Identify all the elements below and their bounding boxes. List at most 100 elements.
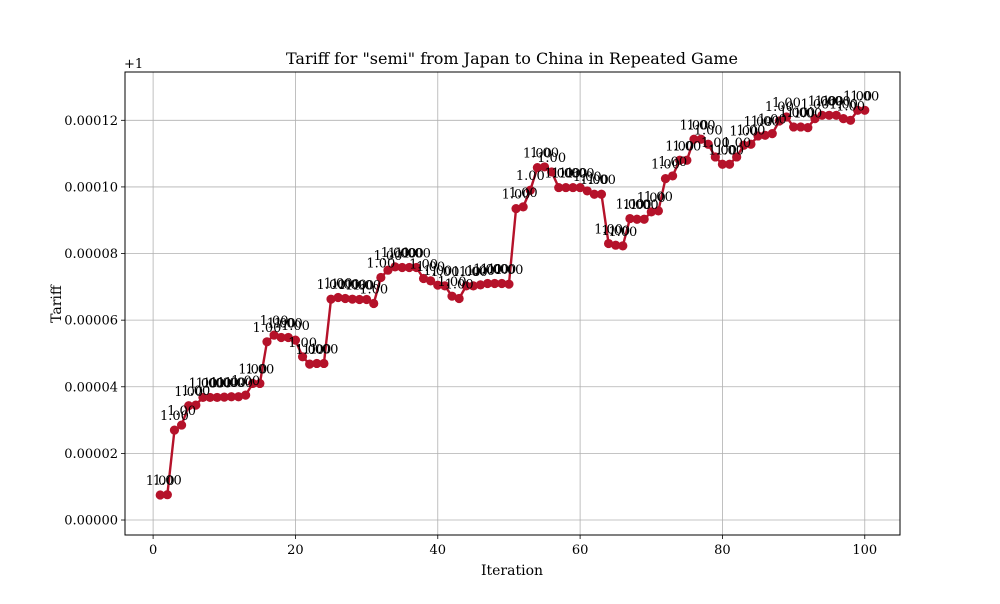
data-point bbox=[447, 291, 457, 301]
data-point bbox=[191, 400, 201, 410]
data-label: 1.00 bbox=[615, 198, 644, 213]
data-point bbox=[184, 401, 194, 411]
data-label: 1.00 bbox=[772, 96, 801, 111]
data-point bbox=[454, 293, 464, 304]
data-label: 1.00 bbox=[516, 169, 545, 184]
data-point bbox=[561, 182, 571, 193]
data-point bbox=[347, 294, 357, 304]
data-label: 1.00 bbox=[722, 136, 751, 151]
point-labels: 1.001.001.001.001.001.001.001.001.001.00… bbox=[146, 89, 879, 489]
data-label: 1.00 bbox=[559, 167, 588, 182]
y-tick-label: 0.00002 bbox=[64, 447, 118, 462]
data-label: 1.00 bbox=[331, 278, 360, 293]
data-point bbox=[333, 292, 343, 303]
data-label: 1.00 bbox=[288, 336, 317, 351]
data-point bbox=[440, 281, 450, 291]
data-label: 1.00 bbox=[459, 265, 488, 280]
data-point bbox=[575, 182, 585, 193]
data-label: 1.00 bbox=[793, 107, 822, 122]
x-tick-label: 80 bbox=[714, 543, 731, 558]
data-label: 1.00 bbox=[765, 100, 794, 115]
x-tick-label: 40 bbox=[430, 543, 447, 558]
data-point bbox=[660, 173, 671, 184]
data-label: 1.00 bbox=[217, 376, 246, 391]
data-point bbox=[632, 214, 642, 224]
data-label: 1.00 bbox=[295, 343, 324, 358]
data-point bbox=[155, 490, 165, 500]
data-point bbox=[853, 105, 863, 115]
y-tick-label: 0.00012 bbox=[64, 114, 118, 129]
data-label: 1.00 bbox=[523, 147, 552, 162]
data-label: 1.00 bbox=[203, 376, 232, 391]
x-tick-label: 100 bbox=[852, 543, 877, 558]
data-point bbox=[724, 159, 735, 169]
data-label: 1.00 bbox=[231, 374, 260, 389]
data-point bbox=[212, 392, 222, 403]
data-label: 1.00 bbox=[822, 94, 851, 109]
data-label: 1.00 bbox=[153, 474, 182, 489]
data-point bbox=[817, 110, 827, 120]
data-point bbox=[760, 130, 770, 140]
data-point bbox=[305, 359, 315, 369]
data-point bbox=[532, 162, 543, 173]
data-label: 1.00 bbox=[651, 158, 680, 173]
data-point bbox=[241, 390, 251, 400]
data-point bbox=[426, 276, 436, 286]
data-label: 1.00 bbox=[502, 188, 531, 203]
data-point bbox=[625, 213, 635, 224]
data-label: 1.00 bbox=[224, 376, 253, 391]
data-point bbox=[539, 162, 550, 172]
data-label: 1.00 bbox=[409, 258, 438, 273]
data-label: 1.00 bbox=[188, 376, 217, 391]
chart-title: Tariff for "semi" from Japan to China in… bbox=[286, 49, 738, 68]
data-point bbox=[732, 152, 742, 162]
axis-ticks: 0 20 40 60 80 100 0.00000 0.00002 0.00004 0.00006… bbox=[64, 114, 877, 558]
data-point bbox=[717, 159, 728, 169]
data-label: 1.00 bbox=[587, 173, 616, 188]
data-point bbox=[362, 294, 372, 305]
data-label: 1.00 bbox=[445, 278, 474, 293]
data-point bbox=[411, 262, 422, 273]
data-point bbox=[646, 207, 656, 217]
data-point bbox=[461, 281, 471, 291]
data-label: 1.00 bbox=[317, 278, 346, 293]
data-label: 1.00 bbox=[267, 316, 296, 331]
data-point bbox=[547, 167, 557, 177]
data-label: 1.00 bbox=[452, 265, 481, 280]
data-point bbox=[233, 392, 244, 402]
data-point bbox=[276, 332, 286, 343]
data-point bbox=[319, 358, 329, 369]
y-tick-label: 0.00006 bbox=[64, 314, 118, 329]
y-tick-label: 0.00010 bbox=[64, 180, 118, 195]
data-point bbox=[404, 262, 414, 273]
data-label: 1.00 bbox=[715, 143, 744, 158]
data-label: 1.00 bbox=[544, 167, 573, 182]
data-point bbox=[781, 112, 792, 122]
data-label: 1.00 bbox=[167, 404, 196, 419]
data-point bbox=[262, 337, 272, 347]
data-label: 1.00 bbox=[174, 385, 203, 400]
data-label: 1.00 bbox=[423, 264, 452, 279]
data-point bbox=[753, 131, 763, 141]
data-label: 1.00 bbox=[196, 376, 225, 391]
data-label: 1.00 bbox=[253, 321, 282, 336]
data-point bbox=[639, 214, 649, 224]
data-point bbox=[668, 171, 678, 181]
data-label: 1.00 bbox=[551, 167, 580, 182]
data-label: 1.00 bbox=[630, 198, 659, 213]
data-label: 1.00 bbox=[416, 260, 445, 275]
data-label: 1.00 bbox=[274, 316, 303, 331]
data-point bbox=[383, 265, 393, 275]
data-label: 1.00 bbox=[260, 314, 289, 329]
x-tick-label: 20 bbox=[287, 543, 304, 558]
data-label: 1.00 bbox=[637, 191, 666, 206]
data-label: 1.00 bbox=[430, 265, 459, 280]
y-tick-label: 0.00004 bbox=[64, 380, 118, 395]
data-point bbox=[860, 105, 870, 115]
data-point bbox=[312, 358, 322, 369]
data-label: 1.00 bbox=[836, 99, 865, 114]
data-label: 1.00 bbox=[480, 263, 509, 278]
data-label: 1.00 bbox=[402, 247, 431, 262]
data-point bbox=[226, 392, 236, 402]
